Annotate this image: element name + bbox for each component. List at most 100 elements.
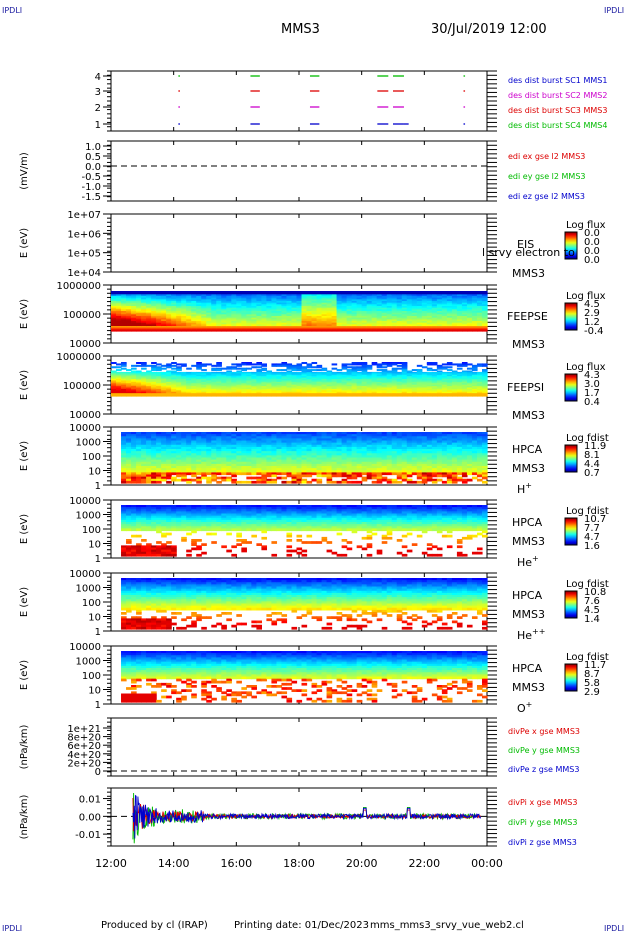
spectrogram-cell	[196, 362, 202, 365]
spectrogram-cell	[196, 463, 202, 467]
spectrogram-cell	[271, 317, 278, 320]
spectrogram-cell	[341, 292, 348, 295]
spectrogram-cell	[461, 393, 468, 396]
spectrogram-cell	[291, 436, 298, 439]
spectrogram-cell	[421, 329, 428, 332]
spectrogram-cell	[211, 461, 217, 465]
y-tick-label: 3	[95, 87, 101, 98]
spectrogram-cell	[186, 329, 192, 332]
spectrogram-cell	[316, 373, 323, 376]
spectrogram-cell	[196, 292, 202, 295]
spectrogram-cell	[126, 391, 132, 394]
spectrogram-cell	[351, 453, 358, 456]
spectrogram-cell	[211, 386, 217, 389]
spectrogram-cell	[146, 380, 152, 383]
spectrogram-cell	[361, 316, 368, 319]
spectrogram-cell	[211, 444, 217, 448]
spectrogram-cell	[186, 432, 192, 435]
spectrogram-cell	[256, 296, 262, 299]
spectrogram-cell	[291, 446, 298, 450]
spectrogram-cell	[316, 446, 323, 450]
spectrogram-cell	[321, 324, 328, 327]
spectrogram-cell	[131, 316, 137, 319]
spectrogram-cell	[316, 364, 323, 367]
spectrogram-cell	[406, 326, 413, 329]
spectrogram-cell	[391, 393, 398, 396]
spectrogram-cell	[291, 391, 298, 394]
spectrogram-cell	[141, 316, 147, 319]
spectrogram-cell	[226, 317, 232, 320]
spectrogram-cell	[156, 366, 162, 369]
spectrogram-cell	[191, 390, 197, 393]
spectrogram-cell	[211, 472, 217, 476]
spectrogram-cell	[356, 457, 363, 461]
spectrogram-cell	[371, 440, 378, 444]
spectrogram-cell	[401, 449, 408, 452]
spectrogram-cell	[361, 446, 368, 450]
spectrogram-cell	[136, 296, 142, 299]
spectrogram-cell	[436, 317, 443, 320]
spectrogram-cell	[401, 374, 408, 377]
spectrogram-cell	[201, 472, 207, 476]
spectrogram-cell	[291, 387, 298, 390]
spectrogram-cell	[421, 307, 428, 310]
spectrogram-cell	[206, 478, 212, 482]
spectrogram-cell	[176, 432, 182, 435]
spectrogram-cell	[241, 312, 247, 315]
spectrogram-cell	[401, 370, 408, 373]
spectrogram-cell	[331, 292, 338, 295]
spectrogram-cell	[216, 326, 222, 329]
spectrogram-cell	[146, 459, 152, 463]
spectrogram-cell	[161, 376, 167, 379]
spectrogram-cell	[161, 438, 167, 442]
spectrogram-cell	[306, 376, 313, 379]
spectrogram-cell	[471, 326, 478, 329]
spectrogram-cell	[376, 376, 383, 379]
spectrogram-cell	[221, 472, 227, 476]
spectrogram-cell	[401, 380, 408, 383]
spectrogram-cell	[361, 432, 368, 435]
spectrogram-cell	[351, 387, 358, 390]
spectrogram-cell	[291, 302, 298, 305]
spectrogram-cell	[131, 459, 137, 463]
spectrogram-cell	[246, 444, 252, 448]
spectrogram-cell	[151, 291, 157, 294]
spectrogram-cell	[211, 304, 217, 307]
spectrogram-cell	[196, 312, 202, 315]
spectrogram-cell	[281, 307, 288, 310]
spectrogram-cell	[356, 317, 363, 320]
spectrogram-cell	[346, 329, 353, 332]
spectrogram-cell	[431, 329, 438, 332]
colorbar-tick-label: 0.7	[584, 468, 600, 479]
spectrogram-cell	[241, 362, 247, 365]
spectrogram-cell	[386, 362, 393, 365]
spectrogram-cell	[201, 312, 207, 315]
spectrogram-cell	[231, 302, 237, 305]
spectrogram-cell	[191, 329, 197, 332]
spectrogram-cell	[121, 297, 127, 300]
spectrogram-cell	[396, 436, 403, 439]
spectrogram-cell	[356, 304, 363, 307]
spectrogram-cell	[196, 304, 202, 307]
spectrogram-cell	[481, 326, 488, 329]
spectrogram-cell	[241, 386, 247, 389]
spectrogram-cell	[441, 321, 448, 324]
spectrogram-cell	[391, 369, 398, 372]
spectrogram-cell	[246, 291, 252, 294]
spectrogram-cell	[146, 394, 152, 397]
spectrogram-cell	[466, 307, 473, 310]
spectrogram-cell	[306, 459, 313, 463]
spectrogram-cell	[286, 324, 293, 327]
spectrogram-cell	[391, 480, 398, 484]
spectrogram-cell	[231, 321, 237, 324]
spectrogram-cell	[306, 326, 313, 329]
spectrogram-cell	[241, 440, 247, 444]
spectrogram-cell	[261, 376, 268, 379]
spectrogram-cell	[286, 394, 293, 397]
spectrogram-cell	[181, 472, 187, 476]
spectrogram-cell	[196, 297, 202, 300]
spectrogram-cell	[131, 374, 137, 377]
spectrogram-cell	[261, 294, 268, 297]
spectrogram-cell	[376, 386, 383, 389]
spectrogram-cell	[251, 327, 257, 330]
